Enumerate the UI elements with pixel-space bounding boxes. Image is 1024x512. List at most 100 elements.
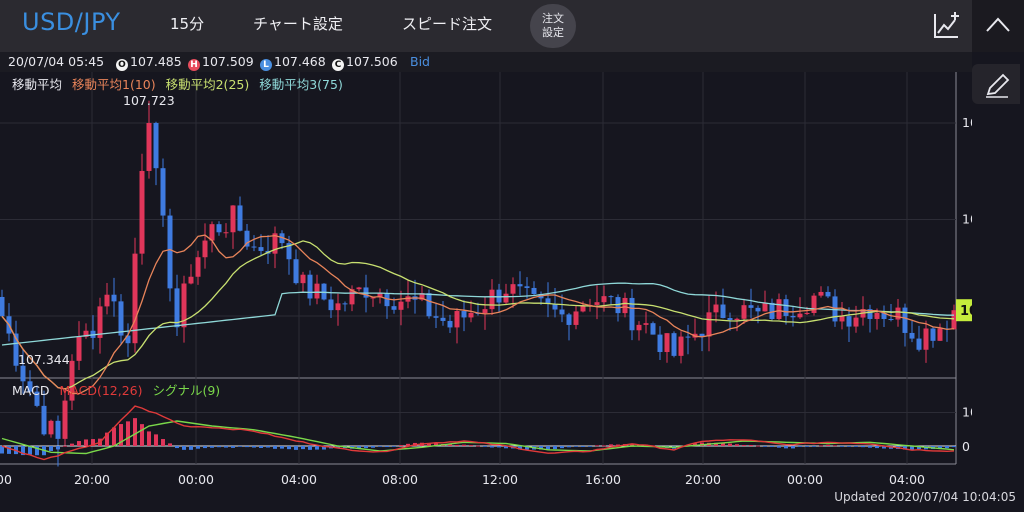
current-price-tag: [956, 299, 972, 322]
price-chart[interactable]: 107.700 107.600 107.400 00 20:00 00:00 04:00 08…: [0, 72, 972, 490]
macd-histogram-bar: [224, 446, 228, 448]
interval-selector[interactable]: 15分: [170, 15, 205, 33]
macd-histogram-bar: [791, 446, 795, 449]
ohlc-close: C 107.506: [332, 52, 398, 72]
macd-histogram-bar: [154, 434, 158, 446]
candle-body: [930, 328, 936, 341]
macd-histogram-bar: [308, 446, 312, 450]
candle-body: [825, 291, 831, 297]
macd-histogram-bar: [868, 446, 872, 448]
candle-body: [664, 333, 670, 353]
candle-body: [461, 311, 467, 318]
macd-histogram-bar: [189, 446, 193, 450]
macd-histogram-bar: [399, 445, 403, 446]
pencil-icon[interactable]: [972, 64, 1020, 104]
macd-histogram-bar: [35, 446, 39, 456]
macd-zero-label: 0: [962, 439, 970, 454]
macd-histogram-bar: [483, 446, 487, 447]
macd-histogram-bar: [553, 446, 557, 450]
candle-body: [804, 312, 810, 314]
candle-body: [209, 224, 215, 241]
candle-body: [118, 301, 124, 336]
candle-body: [160, 168, 166, 216]
candle-body: [902, 307, 908, 333]
order-settings-label-1: 注文: [542, 12, 564, 25]
macd-histogram-bar: [231, 446, 235, 448]
candle-body: [706, 312, 712, 337]
candle-body: [405, 296, 411, 302]
candle-body: [811, 295, 817, 313]
candle-body: [685, 336, 691, 338]
candle-body: [650, 323, 656, 335]
macd-histogram-bar: [721, 443, 725, 446]
candle-body: [818, 291, 824, 296]
macd-histogram-bar: [714, 442, 718, 446]
candle-body: [881, 312, 887, 319]
macd-histogram-bar: [49, 446, 53, 451]
candle-body: [251, 246, 257, 248]
candle-body: [797, 313, 803, 318]
macd-histogram-bar: [140, 424, 144, 446]
candle-body: [13, 333, 19, 366]
candle-body: [356, 287, 362, 290]
candle-body: [349, 289, 355, 305]
macd-histogram-bar: [854, 446, 858, 447]
indicator-add-icon[interactable]: [930, 10, 962, 42]
ohlc-high: H 107.509: [188, 52, 254, 72]
macd-histogram-bar: [805, 446, 809, 447]
candle-body: [62, 400, 68, 439]
low-annotation: 107.344: [18, 352, 70, 367]
candle-body: [454, 311, 460, 328]
candle-body: [216, 224, 222, 233]
candle-body: [783, 299, 789, 316]
macd-label: MACD(12,26): [59, 383, 143, 398]
ohlc-low: L 107.468: [260, 52, 326, 72]
low-value: 107.468: [274, 54, 326, 69]
candle-body: [0, 296, 5, 317]
macd-histogram-bar: [756, 445, 760, 447]
candle-body: [440, 317, 446, 321]
macd-histogram-bar: [476, 445, 480, 447]
x-tick-label: 00:00: [178, 472, 214, 487]
high-value: 107.509: [202, 54, 254, 69]
macd-histogram-bar: [392, 446, 396, 447]
signal-label: シグナル(9): [152, 383, 221, 398]
candle-body: [755, 307, 761, 312]
candle-body: [167, 215, 173, 289]
x-tick-label: 12:00: [482, 472, 518, 487]
candle-body: [398, 301, 404, 310]
macd-histogram-bar: [259, 446, 263, 448]
candle-body: [272, 233, 278, 254]
candle-body: [286, 243, 292, 260]
candle-body: [321, 283, 327, 300]
chart-settings-button[interactable]: チャート設定: [253, 15, 343, 33]
speed-order-button[interactable]: スピード注文: [402, 15, 493, 33]
candle-body: [139, 170, 145, 254]
high-annotation: 107.723: [123, 93, 175, 108]
candle-body: [237, 205, 243, 231]
candle-body: [601, 296, 607, 303]
chevron-up-icon[interactable]: [972, 0, 1024, 52]
macd-histogram-bar: [56, 446, 60, 450]
x-tick-label: 16:00: [585, 472, 621, 487]
macd-histogram-bar: [497, 446, 501, 448]
macd-histogram-bar: [217, 446, 221, 448]
macd-histogram-bar: [770, 446, 774, 447]
ma-legend-title: 移動平均: [12, 77, 63, 92]
macd-histogram-bar: [427, 442, 431, 446]
order-settings-button[interactable]: 注文 設定: [530, 4, 576, 48]
macd-histogram-bar: [455, 444, 459, 446]
open-value: 107.485: [130, 54, 182, 69]
macd-histogram-bar: [952, 446, 956, 448]
macd-histogram-bar: [406, 443, 410, 446]
candle-body: [307, 274, 313, 299]
candle-body: [153, 123, 159, 169]
currency-pair-selector[interactable]: USD/JPY: [22, 8, 121, 36]
macd-histogram-bar: [294, 446, 298, 450]
macd-histogram-bar: [812, 446, 816, 447]
macd-histogram-bar: [7, 446, 11, 454]
macd-histogram-bar: [518, 446, 522, 450]
candle-body: [125, 335, 131, 344]
macd-histogram-bar: [560, 446, 564, 449]
candle-body: [468, 312, 474, 318]
